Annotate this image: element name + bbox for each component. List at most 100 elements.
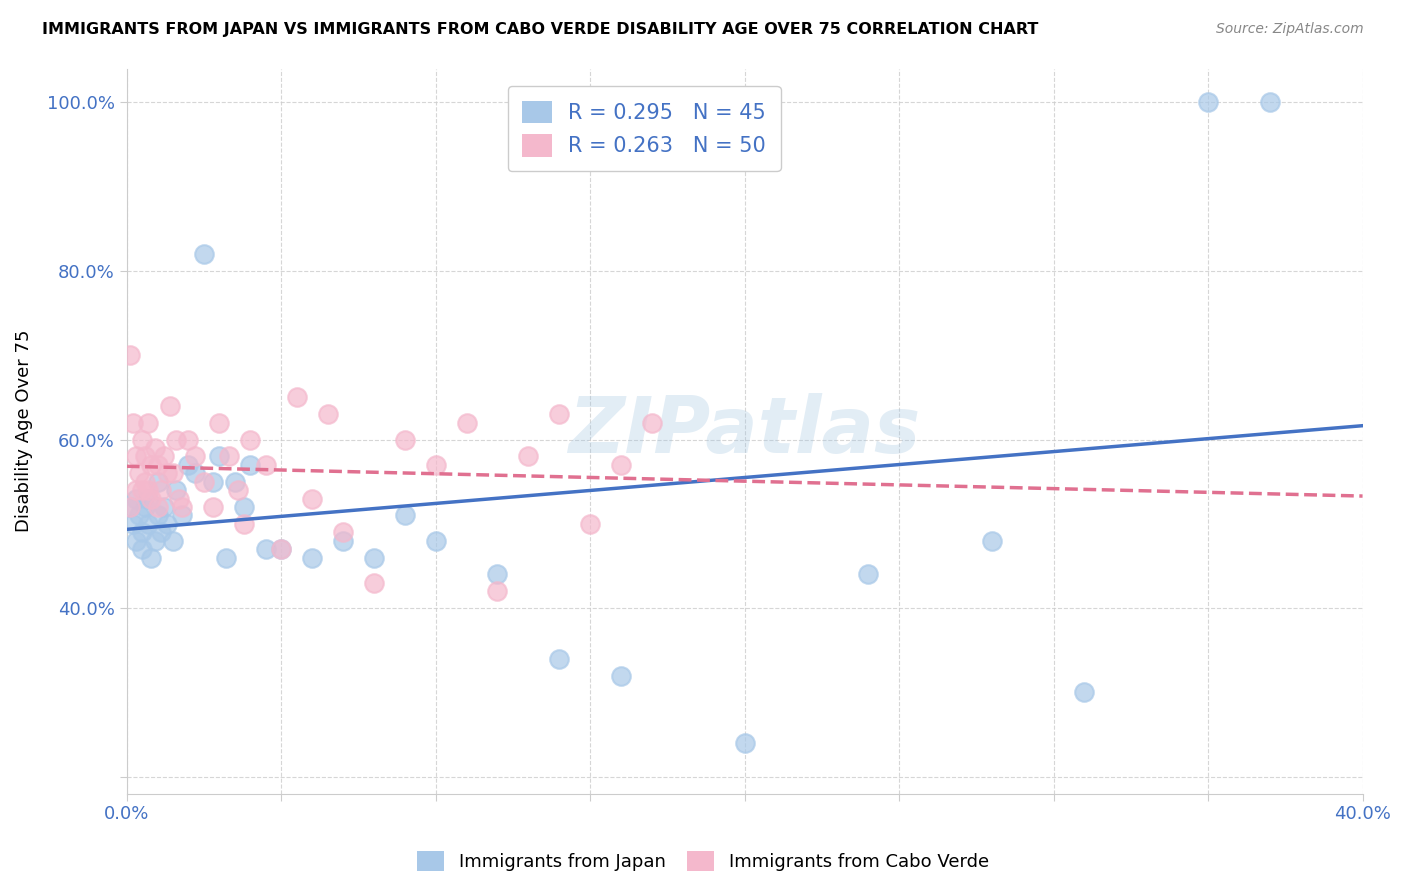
Point bbox=[177, 433, 200, 447]
Point bbox=[125, 533, 148, 548]
Point bbox=[149, 483, 172, 497]
Point bbox=[125, 483, 148, 497]
Point bbox=[270, 542, 292, 557]
Point bbox=[641, 416, 664, 430]
Point bbox=[548, 407, 571, 421]
Point bbox=[159, 399, 181, 413]
Point bbox=[134, 500, 156, 514]
Legend: R = 0.295   N = 45, R = 0.263   N = 50: R = 0.295 N = 45, R = 0.263 N = 50 bbox=[508, 87, 780, 171]
Point bbox=[224, 475, 246, 489]
Point bbox=[301, 550, 323, 565]
Point bbox=[239, 458, 262, 472]
Point bbox=[128, 508, 150, 523]
Point bbox=[734, 736, 756, 750]
Point bbox=[122, 516, 145, 531]
Point bbox=[118, 348, 141, 362]
Point bbox=[193, 247, 215, 261]
Point bbox=[363, 550, 385, 565]
Point bbox=[226, 483, 249, 497]
Point bbox=[332, 525, 354, 540]
Point bbox=[394, 433, 416, 447]
Point bbox=[146, 500, 169, 514]
Point bbox=[517, 450, 540, 464]
Point bbox=[394, 508, 416, 523]
Text: ZIPatlas: ZIPatlas bbox=[568, 393, 921, 469]
Point bbox=[146, 475, 169, 489]
Point bbox=[162, 467, 184, 481]
Point bbox=[118, 500, 141, 514]
Point bbox=[332, 533, 354, 548]
Point bbox=[980, 533, 1002, 548]
Point bbox=[143, 441, 166, 455]
Point bbox=[141, 491, 163, 506]
Point bbox=[167, 491, 190, 506]
Point bbox=[858, 567, 880, 582]
Point bbox=[208, 416, 231, 430]
Point bbox=[141, 550, 163, 565]
Point bbox=[165, 433, 187, 447]
Point bbox=[125, 491, 148, 506]
Point bbox=[486, 584, 509, 599]
Point bbox=[610, 668, 633, 682]
Point bbox=[1197, 95, 1219, 110]
Point bbox=[301, 491, 323, 506]
Point bbox=[177, 458, 200, 472]
Point bbox=[125, 450, 148, 464]
Point bbox=[214, 550, 236, 565]
Point bbox=[285, 390, 308, 404]
Point bbox=[270, 542, 292, 557]
Point bbox=[202, 500, 225, 514]
Point bbox=[1073, 685, 1095, 699]
Point bbox=[254, 542, 277, 557]
Point bbox=[131, 483, 153, 497]
Point bbox=[156, 467, 179, 481]
Point bbox=[156, 516, 179, 531]
Point bbox=[136, 491, 159, 506]
Point bbox=[239, 433, 262, 447]
Point bbox=[141, 458, 163, 472]
Point bbox=[149, 525, 172, 540]
Point bbox=[579, 516, 602, 531]
Point bbox=[152, 450, 174, 464]
Point bbox=[218, 450, 240, 464]
Point bbox=[136, 416, 159, 430]
Point bbox=[122, 416, 145, 430]
Point bbox=[131, 542, 153, 557]
Legend: Immigrants from Japan, Immigrants from Cabo Verde: Immigrants from Japan, Immigrants from C… bbox=[411, 844, 995, 879]
Point bbox=[136, 483, 159, 497]
Point bbox=[425, 458, 447, 472]
Point bbox=[128, 467, 150, 481]
Point bbox=[134, 475, 156, 489]
Point bbox=[136, 516, 159, 531]
Point bbox=[548, 652, 571, 666]
Text: Source: ZipAtlas.com: Source: ZipAtlas.com bbox=[1216, 22, 1364, 37]
Point bbox=[316, 407, 339, 421]
Point bbox=[202, 475, 225, 489]
Y-axis label: Disability Age Over 75: Disability Age Over 75 bbox=[15, 330, 32, 533]
Point bbox=[143, 533, 166, 548]
Point bbox=[131, 525, 153, 540]
Point bbox=[1258, 95, 1281, 110]
Point bbox=[146, 508, 169, 523]
Point bbox=[363, 575, 385, 590]
Point bbox=[146, 458, 169, 472]
Point bbox=[233, 516, 256, 531]
Point bbox=[152, 500, 174, 514]
Point bbox=[233, 500, 256, 514]
Point bbox=[254, 458, 277, 472]
Point bbox=[131, 433, 153, 447]
Point bbox=[456, 416, 478, 430]
Point bbox=[425, 533, 447, 548]
Point bbox=[610, 458, 633, 472]
Point bbox=[118, 500, 141, 514]
Point bbox=[193, 475, 215, 489]
Point bbox=[172, 500, 194, 514]
Point bbox=[183, 467, 205, 481]
Point bbox=[162, 533, 184, 548]
Point bbox=[208, 450, 231, 464]
Text: IMMIGRANTS FROM JAPAN VS IMMIGRANTS FROM CABO VERDE DISABILITY AGE OVER 75 CORRE: IMMIGRANTS FROM JAPAN VS IMMIGRANTS FROM… bbox=[42, 22, 1039, 37]
Point bbox=[134, 450, 156, 464]
Point bbox=[165, 483, 187, 497]
Point bbox=[172, 508, 194, 523]
Point bbox=[183, 450, 205, 464]
